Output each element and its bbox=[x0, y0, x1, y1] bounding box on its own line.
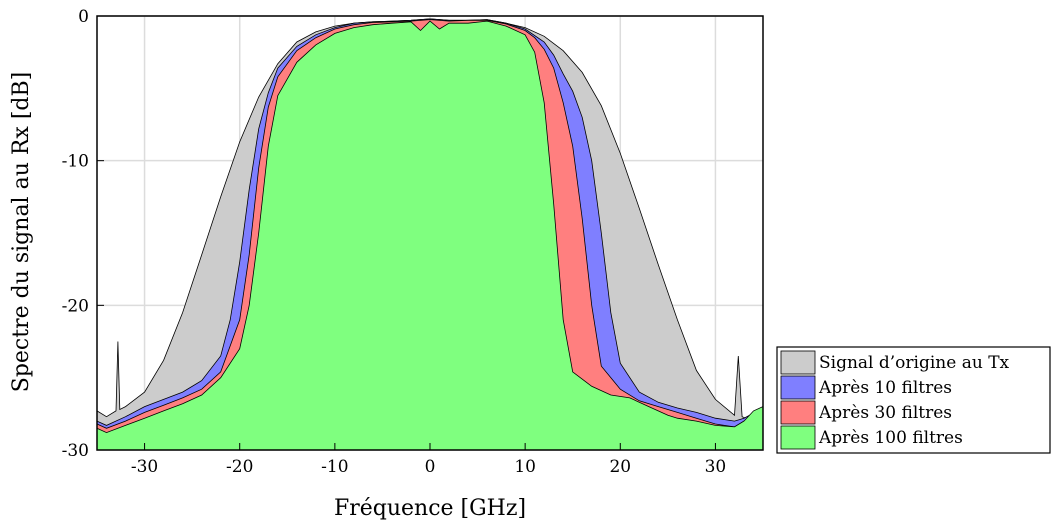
legend-box bbox=[776, 346, 1051, 454]
legend-label: Après 30 filtres bbox=[818, 403, 952, 423]
x-tick-label: -20 bbox=[226, 457, 253, 477]
legend-swatch bbox=[780, 400, 816, 425]
x-tick-label: -10 bbox=[321, 457, 348, 477]
x-tick-label: 20 bbox=[609, 457, 631, 477]
y-tick-label: -10 bbox=[62, 152, 89, 172]
legend-label: Après 100 filtres bbox=[818, 428, 963, 448]
y-axis-label: Spectre du signal au Rx [dB] bbox=[9, 72, 34, 393]
legend-swatch bbox=[780, 425, 816, 450]
series-areas bbox=[96, 18, 764, 451]
y-tick-label: -20 bbox=[62, 296, 89, 316]
axis-ticks: -30 -20 -10 0 10 20 30 0 -10 -20 -30 bbox=[62, 7, 727, 477]
x-axis-label: Fréquence [GHz] bbox=[334, 496, 526, 521]
x-tick-label: 0 bbox=[425, 457, 436, 477]
y-tick-label: -30 bbox=[62, 441, 89, 461]
x-tick-label: -30 bbox=[131, 457, 158, 477]
legend-label: Signal d’origine au Tx bbox=[819, 353, 1010, 373]
y-tick-label: 0 bbox=[78, 7, 89, 27]
legend-swatch bbox=[780, 350, 816, 375]
legend-swatch bbox=[780, 375, 816, 400]
legend-label: Après 10 filtres bbox=[818, 378, 952, 398]
x-tick-label: 10 bbox=[514, 457, 536, 477]
legend: Signal d’origine au Tx Après 10 filtres Ap… bbox=[776, 346, 1051, 454]
series-area-4 bbox=[96, 20, 764, 451]
x-tick-label: 30 bbox=[705, 457, 727, 477]
